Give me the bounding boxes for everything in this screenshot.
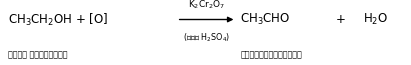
Text: +: + xyxy=(336,13,346,26)
Text: K$_2$Cr$_2$O$_7$: K$_2$Cr$_2$O$_7$ xyxy=(188,0,225,11)
Text: CH$_3$CH$_2$OH + [O]: CH$_3$CH$_2$OH + [O] xyxy=(8,11,109,28)
Text: H$_2$O: H$_2$O xyxy=(363,12,389,27)
Text: एथिल ऐल्कोहॉल: एथिल ऐल्कोहॉल xyxy=(8,50,68,59)
Text: CH$_3$CHO: CH$_3$CHO xyxy=(240,12,291,27)
Text: ऐसीटेल्डिहाइड: ऐसीटेल्डिहाइड xyxy=(240,50,302,59)
Text: (तनु H$_2$SO$_4$): (तनु H$_2$SO$_4$) xyxy=(183,31,230,44)
